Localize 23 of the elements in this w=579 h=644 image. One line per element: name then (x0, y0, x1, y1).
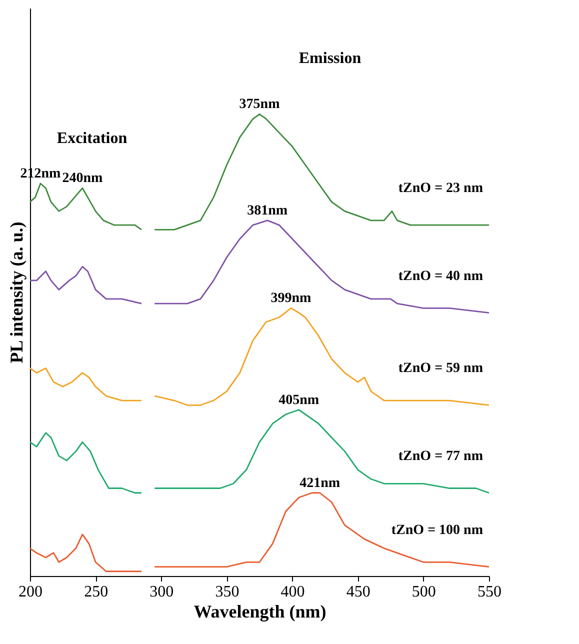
series-label: tZnO = 59 nm (398, 361, 484, 376)
x-tick-label: 350 (215, 584, 240, 600)
series-label: tZnO = 40 nm (398, 268, 484, 284)
series-label: tZnO = 100 nm (391, 522, 484, 538)
x-tick-label: 250 (84, 584, 108, 600)
series-label: tZnO = 77 nm (398, 448, 484, 464)
x-tick-label: 300 (150, 584, 174, 600)
text: Emission (298, 50, 362, 67)
x-tick-label: 550 (478, 584, 502, 600)
annotation: 421nm (300, 476, 340, 491)
x-tick-label: 200 (18, 584, 42, 600)
x-axis-title: Wavelength (nm) (194, 602, 326, 622)
x-tick-label: 400 (280, 584, 305, 600)
annotation: 375nm (239, 97, 280, 112)
series-label: tZnO = 23 nm (398, 181, 484, 196)
x-tick-label: 450 (346, 584, 370, 600)
annotation: 240nm (62, 171, 104, 186)
y-axis-title: PL intensity (a. u.) (6, 222, 26, 364)
annotation: 399nm (270, 291, 312, 306)
annotation: 405nm (278, 392, 320, 408)
annotation: Excitation (56, 130, 128, 147)
annotation: 381nm (247, 203, 288, 218)
x-tick-label: 500 (412, 584, 436, 600)
